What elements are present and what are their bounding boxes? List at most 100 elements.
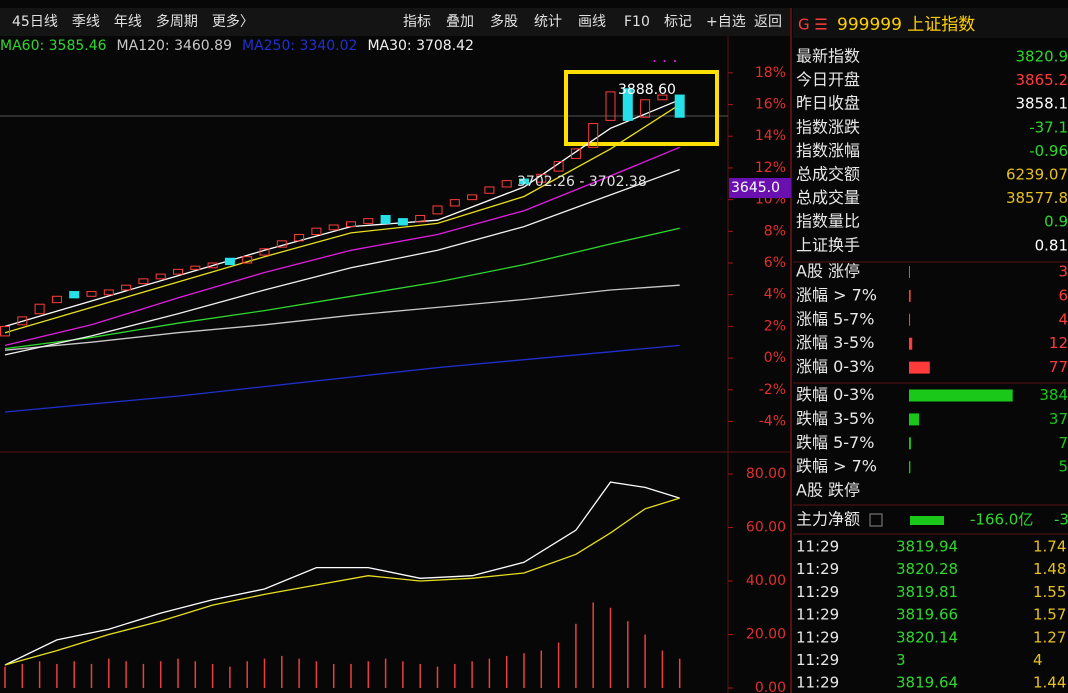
indicator-line xyxy=(4,481,680,666)
tick-time: 11:29 xyxy=(796,651,839,669)
stat-label: 最新指数 xyxy=(796,47,860,66)
price-tag: 3645.0 xyxy=(731,180,780,196)
candle-body xyxy=(276,240,287,248)
breadth-value: 77 xyxy=(1049,358,1068,376)
ma-line xyxy=(4,284,680,351)
y-tick-label: 6% xyxy=(764,255,786,271)
y-tick-label: 40.00 xyxy=(746,573,786,589)
y-tick-label: 20.00 xyxy=(746,627,786,643)
breadth-bar xyxy=(909,266,910,278)
stat-value: 0.9 xyxy=(1044,213,1068,231)
tick-price: 3819.81 xyxy=(896,583,958,601)
stat-value: 38577.8 xyxy=(1006,189,1068,207)
tick-volume: 1.55 xyxy=(1033,583,1066,601)
candle-body xyxy=(207,262,218,269)
breadth-label: 涨幅 > 7% xyxy=(796,285,877,304)
toolbar-button[interactable]: 返回 xyxy=(754,14,782,30)
annotation: 3702.26 - 3702.38 xyxy=(517,174,647,190)
ma-line xyxy=(4,168,680,356)
breadth-bar xyxy=(909,313,911,326)
candle-body xyxy=(311,227,322,235)
tick-price: 3820.14 xyxy=(896,628,958,646)
toolbar-button[interactable]: 叠加 xyxy=(446,14,474,30)
candle-body xyxy=(224,257,235,266)
candle-body xyxy=(432,205,443,215)
ma-line xyxy=(4,344,680,413)
tick-volume: 4 xyxy=(1033,651,1043,669)
toolbar-item[interactable]: 45日线 xyxy=(12,14,58,30)
stat-label: 指数涨幅 xyxy=(796,141,860,160)
flow-label: 主力净额 xyxy=(796,510,860,529)
ma-line xyxy=(4,146,680,347)
y-tick-label: 16% xyxy=(755,97,786,113)
breadth-bar xyxy=(909,413,919,426)
breadth-label: A股 跌停 xyxy=(796,481,860,500)
breadth-value: 12 xyxy=(1049,334,1068,352)
breadth-bar xyxy=(909,361,930,374)
stat-value: 6239.07 xyxy=(1006,166,1068,184)
breadth-bar xyxy=(909,437,911,450)
toolbar-button[interactable]: F10 xyxy=(624,14,650,30)
toolbar-button[interactable]: +自选 xyxy=(706,14,746,30)
tick-volume: 1.44 xyxy=(1033,674,1066,692)
toolbar-button[interactable]: 画线 xyxy=(578,14,606,30)
y-tick-label: 18% xyxy=(755,65,786,81)
tick-price: 3819.66 xyxy=(896,606,958,624)
candle-body xyxy=(190,265,201,270)
tick-time: 11:29 xyxy=(796,560,839,578)
y-tick-label: 0% xyxy=(764,350,786,366)
breadth-bar xyxy=(909,337,913,350)
toolbar-button[interactable]: 多股 xyxy=(490,13,518,30)
flow-value: -166.0亿 xyxy=(970,511,1033,529)
toolbar-item[interactable]: 更多〉 xyxy=(212,13,254,30)
candle-body xyxy=(640,99,651,118)
stat-label: 指数涨跌 xyxy=(796,117,860,136)
stat-label: 总成交额 xyxy=(796,165,860,184)
y-tick-label: 60.00 xyxy=(746,520,786,536)
stat-value: 0.81 xyxy=(1035,236,1068,254)
y-tick-label: 80.00 xyxy=(746,466,786,482)
candle-body xyxy=(34,303,45,315)
candle-body xyxy=(86,291,97,297)
candle-body xyxy=(121,284,132,291)
panel-header-bg xyxy=(793,8,1068,38)
price-tag-bg xyxy=(729,178,791,198)
breadth-value: 5 xyxy=(1058,458,1068,476)
tick-price: 3 xyxy=(896,651,906,669)
ma-line xyxy=(4,227,680,350)
flow-icon xyxy=(869,513,883,527)
breadth-value: 3 xyxy=(1058,263,1068,281)
toolbar-item[interactable]: 年线 xyxy=(114,14,142,30)
panel-title: 999999 上证指数 xyxy=(837,15,975,35)
flow-bar xyxy=(910,516,944,525)
candle-body xyxy=(415,214,426,223)
breadth-bar xyxy=(909,461,911,474)
toolbar-button[interactable]: 指标 xyxy=(403,14,431,30)
candle-body xyxy=(605,91,616,121)
breadth-label: 涨幅 0-3% xyxy=(796,357,874,376)
toolbar-item[interactable]: 季线 xyxy=(72,14,100,30)
candle-body xyxy=(259,248,270,256)
tick-time: 11:29 xyxy=(796,628,839,646)
legend-entry: MA30: 3708.42 xyxy=(367,38,474,54)
stat-value: 3858.1 xyxy=(1016,95,1068,113)
candle-body xyxy=(155,273,166,280)
toolbar-item[interactable]: 多周期 xyxy=(156,13,198,30)
annotation: 3888.60 xyxy=(618,82,676,98)
candle-body xyxy=(173,268,183,275)
toolbar-button[interactable]: 标记 xyxy=(664,14,692,30)
candle-body xyxy=(51,295,62,304)
toolbar-button[interactable]: 统计 xyxy=(534,14,562,30)
candle-body xyxy=(69,291,80,299)
y-tick-label: -4% xyxy=(759,413,786,429)
candle-body xyxy=(570,148,581,159)
candle-body xyxy=(449,199,460,207)
candle-body xyxy=(674,94,685,118)
marker-dots: · · · xyxy=(652,52,677,71)
stat-value: 3865.2 xyxy=(1016,71,1068,89)
candle-body xyxy=(363,218,374,224)
candle-body xyxy=(138,278,149,285)
legend-entry: MA120: 3460.89 xyxy=(117,38,232,54)
highlight-box xyxy=(564,70,719,146)
stat-value: -0.96 xyxy=(1029,142,1068,160)
